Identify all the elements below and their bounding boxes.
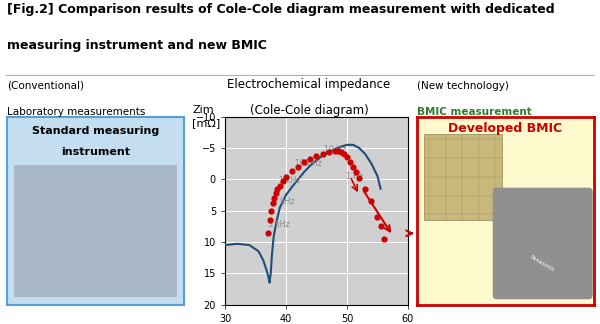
Point	[345, 159, 355, 164]
Point	[339, 152, 349, 157]
Point	[278, 179, 288, 184]
Text: Laboratory measurements: Laboratory measurements	[7, 107, 146, 117]
Point	[330, 148, 340, 154]
Point	[348, 164, 358, 169]
Text: [Fig.2] Comparison results of Cole-Cole diagram measurement with dedicated: [Fig.2] Comparison results of Cole-Cole …	[7, 3, 555, 16]
Text: (New technology): (New technology)	[417, 81, 509, 91]
Text: Developed BMIC: Developed BMIC	[448, 122, 563, 135]
Text: Panasonic: Panasonic	[529, 254, 556, 272]
Text: (Cole-Cole diagram): (Cole-Cole diagram)	[250, 104, 368, 117]
Text: 100 Hz: 100 Hz	[295, 159, 322, 168]
Text: 2 kHz: 2 kHz	[272, 197, 294, 206]
Point	[275, 183, 284, 188]
Text: BMIC measurement: BMIC measurement	[417, 107, 532, 117]
Point	[373, 214, 382, 219]
Text: 10 Hz: 10 Hz	[324, 145, 346, 154]
Point	[305, 156, 315, 162]
Point	[318, 152, 328, 157]
Point	[268, 201, 277, 206]
Point	[299, 160, 309, 165]
Text: 1 kHz: 1 kHz	[278, 176, 300, 185]
Point	[263, 230, 272, 235]
Point	[265, 217, 274, 223]
Bar	[14, 166, 177, 297]
Point	[269, 195, 278, 201]
Point	[266, 208, 275, 213]
Text: Zim: Zim	[192, 105, 214, 115]
Point	[324, 150, 334, 155]
Point	[355, 175, 364, 180]
Point	[271, 191, 280, 196]
Point	[312, 154, 322, 159]
Text: 5 kHz: 5 kHz	[268, 220, 290, 229]
Text: Electrochemical impedance: Electrochemical impedance	[227, 78, 391, 91]
Point	[379, 236, 388, 241]
Text: instrument: instrument	[61, 147, 130, 157]
Point	[367, 199, 376, 204]
Text: Standard measuring: Standard measuring	[32, 126, 160, 136]
Point	[281, 175, 291, 180]
FancyBboxPatch shape	[493, 188, 592, 299]
Point	[293, 164, 303, 169]
Point	[342, 155, 352, 160]
Point	[376, 224, 385, 229]
Point	[287, 168, 297, 174]
Point	[333, 148, 343, 154]
Text: [mΩ]: [mΩ]	[192, 118, 220, 128]
Text: measuring instrument and new BMIC: measuring instrument and new BMIC	[7, 39, 267, 52]
Point	[361, 186, 370, 191]
Point	[272, 186, 282, 191]
Text: (Conventional): (Conventional)	[7, 81, 84, 91]
Point	[336, 150, 346, 155]
Text: 1 Hz: 1 Hz	[346, 172, 363, 181]
Point	[352, 169, 361, 174]
